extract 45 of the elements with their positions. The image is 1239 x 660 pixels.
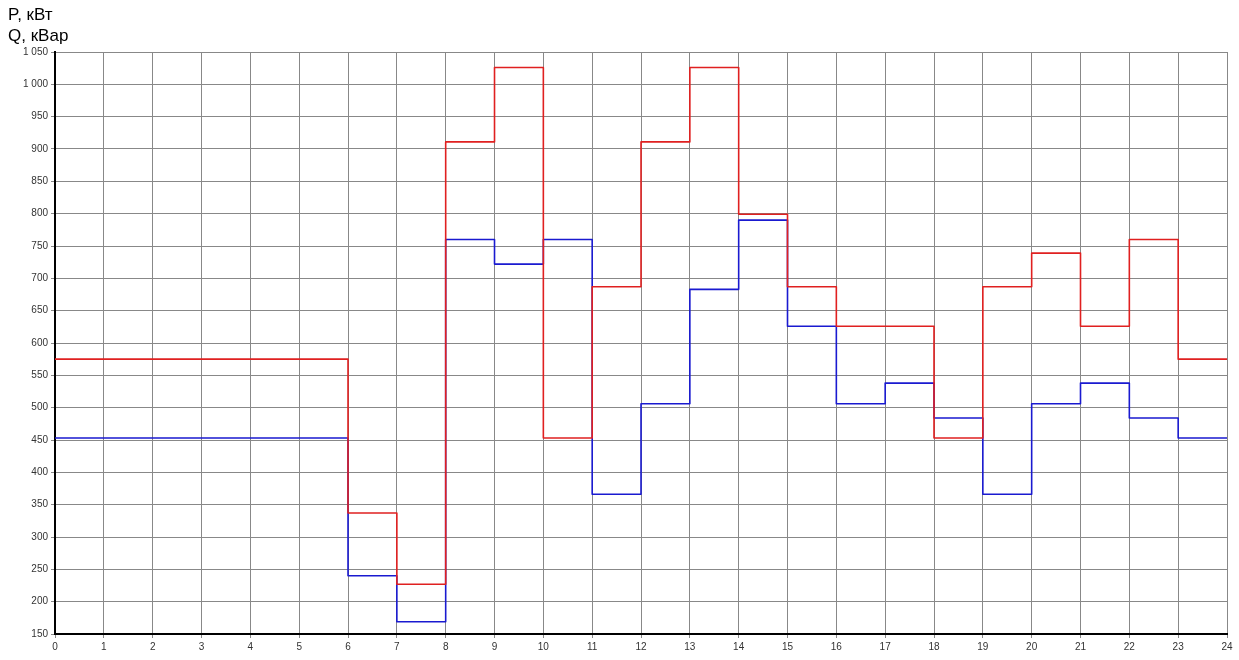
x-tick-label: 14	[733, 640, 745, 652]
y-tick-label: 350	[31, 498, 49, 510]
y-tick-label: 800	[31, 207, 49, 219]
x-tick-label: 17	[879, 640, 892, 652]
x-tick-label: 1	[101, 640, 108, 652]
x-tick-label: 4	[247, 640, 254, 652]
x-tick-label: 8	[442, 640, 449, 652]
x-tick-label: 3	[198, 640, 205, 652]
x-tick-label: 18	[928, 640, 941, 652]
y-tick-label: 400	[31, 466, 49, 478]
y-tick-label: 750	[31, 239, 49, 251]
y-tick-label: 450	[31, 433, 49, 445]
x-tick-label: 16	[830, 640, 843, 652]
y-tick-label: 700	[31, 272, 49, 284]
y-tick-label: 950	[31, 110, 49, 122]
y-tick-label: 1 050	[22, 45, 49, 57]
x-tick-label: 19	[977, 640, 989, 652]
y-tick-label: 200	[31, 595, 49, 607]
y-tick-label: 300	[31, 530, 49, 542]
x-tick-label: 22	[1123, 640, 1136, 652]
x-tick-label: 11	[586, 640, 598, 652]
x-tick-label: 10	[537, 640, 550, 652]
y-tick-label: 150	[31, 627, 49, 639]
y-tick-label: 500	[31, 401, 49, 413]
x-tick-label: 15	[781, 640, 794, 652]
y-tick-label: 850	[31, 175, 49, 187]
y-tick-label: 600	[31, 336, 49, 348]
y-tick-label: 250	[31, 563, 49, 575]
y-tick-label: 900	[31, 142, 49, 154]
x-tick-label: 6	[345, 640, 352, 652]
x-tick-label: 7	[394, 640, 401, 652]
x-tick-label: 21	[1074, 640, 1087, 652]
x-tick-label: 23	[1172, 640, 1185, 652]
y-tick-label: 1 000	[22, 78, 49, 90]
y-tick-label: 650	[31, 304, 49, 316]
x-tick-label: 9	[491, 640, 498, 652]
x-tick-label: 24	[1221, 640, 1233, 652]
y-axis-title: P, кВт Q, кВар	[8, 4, 69, 46]
x-tick-label: 5	[296, 640, 303, 652]
x-tick-label: 0	[52, 640, 59, 652]
x-tick-label: 2	[149, 640, 156, 652]
y-tick-label: 550	[31, 369, 49, 381]
x-tick-label: 13	[684, 640, 696, 652]
x-tick-label: 20	[1026, 640, 1038, 652]
x-tick-label: 12	[635, 640, 648, 652]
